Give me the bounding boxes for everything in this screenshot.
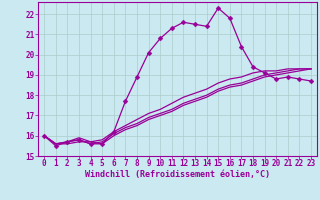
- X-axis label: Windchill (Refroidissement éolien,°C): Windchill (Refroidissement éolien,°C): [85, 170, 270, 179]
